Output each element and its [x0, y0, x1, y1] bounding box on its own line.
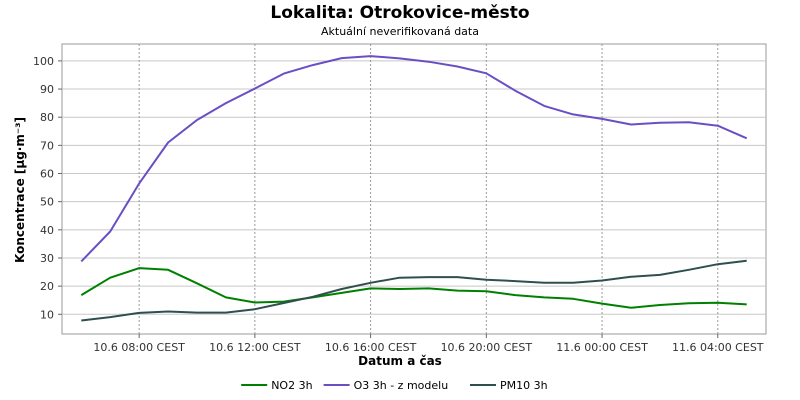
- series-lines: [80, 55, 748, 322]
- plot-area: [61, 43, 767, 335]
- chart-title: Lokalita: Otrokovice-město: [270, 3, 529, 23]
- y-tick-label: 70: [40, 139, 54, 152]
- x-tick-label: 11.6 04:00 CEST: [672, 341, 764, 354]
- x-axis-label: Datum a čas: [358, 354, 442, 368]
- legend-item-label: O3 3h - z modelu: [354, 379, 449, 392]
- y-axis-ticks: 10 20 30 40 50 60 70 80 90 100: [33, 55, 62, 321]
- y-tick-label: 50: [40, 196, 54, 209]
- y-tick-label: 30: [40, 252, 54, 265]
- y-tick-label: 100: [33, 55, 54, 68]
- series-line: [80, 55, 748, 263]
- legend-item-label: NO2 3h: [271, 379, 312, 392]
- x-axis-ticks: 10.6 08:00 CEST 10.6 12:00 CEST 10.6 16:00…: [93, 334, 764, 354]
- x-tick-label: 10.6 12:00 CEST: [209, 341, 301, 354]
- y-tick-label: 90: [40, 83, 54, 96]
- series-line: [81, 259, 747, 322]
- y-tick-label: 60: [40, 168, 54, 181]
- y-tick-label: 80: [40, 111, 54, 124]
- x-tick-label: 10.6 16:00 CEST: [325, 341, 417, 354]
- chart-subtitle: Aktuální neverifikovaná data: [321, 25, 479, 38]
- legend-item-label: PM10 3h: [500, 379, 548, 392]
- x-tick-label: 10.6 08:00 CEST: [93, 341, 185, 354]
- legend: NO2 3h O3 3h - z modelu PM10 3h: [241, 379, 548, 392]
- grid: [62, 44, 766, 334]
- y-tick-label: 10: [40, 308, 54, 321]
- y-tick-label: 20: [40, 280, 54, 293]
- x-tick-label: 10.6 20:00 CEST: [441, 341, 533, 354]
- x-tick-label: 11.6 00:00 CEST: [556, 341, 648, 354]
- plot-frame: [61, 43, 767, 335]
- y-tick-label: 40: [40, 224, 54, 237]
- y-axis-label: Koncentrace [µg·m⁻³]: [13, 117, 27, 263]
- series-line: [80, 267, 747, 309]
